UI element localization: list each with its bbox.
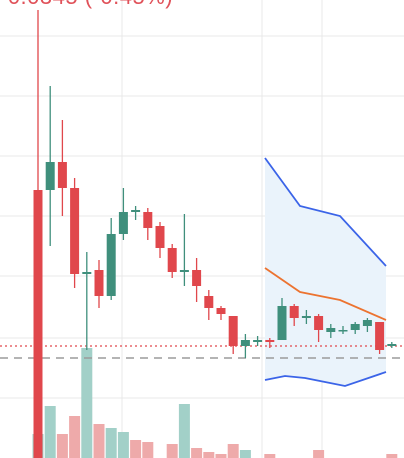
volume-bar — [178, 404, 190, 458]
volume-bar — [386, 454, 398, 458]
candle-body — [45, 162, 55, 190]
volume-bar — [81, 348, 93, 458]
candle-body — [350, 324, 360, 330]
candle-body — [375, 322, 385, 350]
price-lines — [0, 345, 404, 359]
volume-bar — [203, 452, 215, 458]
candle-body — [106, 234, 116, 296]
volume-bar — [227, 444, 239, 458]
volume-bar — [130, 440, 142, 458]
candles — [33, 10, 397, 458]
candle-body — [118, 212, 128, 234]
middle-band-line — [264, 267, 387, 321]
candle-body — [192, 270, 202, 286]
upper-band-line — [264, 157, 387, 267]
candle-body — [94, 270, 104, 296]
candle-body — [204, 296, 214, 308]
candle-body — [289, 306, 299, 318]
candle-body — [387, 344, 397, 346]
bands-overlay — [264, 157, 387, 387]
candle-body — [265, 340, 275, 342]
candle-body — [228, 316, 238, 346]
volume-bar — [93, 424, 105, 458]
volume-bar — [69, 416, 81, 458]
volume-bar — [191, 448, 203, 458]
volume-bar — [56, 434, 68, 458]
candle-body — [33, 190, 43, 458]
candle-body — [57, 162, 67, 188]
volume-bar — [313, 450, 325, 458]
candle-body — [155, 226, 165, 248]
candle-body — [240, 340, 250, 346]
lower-band-line — [264, 371, 387, 387]
candle-body — [338, 330, 348, 332]
candle-body — [277, 306, 287, 340]
volume-bar — [264, 454, 276, 458]
candle-body — [70, 188, 80, 274]
band-fill — [265, 158, 386, 386]
candle-body — [216, 308, 226, 314]
candle-body — [131, 210, 141, 212]
candle-body — [326, 328, 336, 332]
candle-body — [82, 272, 92, 274]
volume-bar — [105, 428, 117, 458]
volume-bar — [44, 406, 56, 458]
price-change-label: -0.0345 (-0.45%) — [0, 0, 173, 10]
volume-bar — [215, 454, 227, 458]
candle-body — [143, 212, 153, 228]
candle-body — [301, 316, 311, 318]
volume-bar — [117, 432, 129, 458]
volume-bar — [166, 444, 178, 458]
candle-body — [167, 248, 177, 272]
volume-bar — [239, 450, 251, 458]
candle-body — [362, 320, 372, 326]
candle-body — [314, 316, 324, 330]
candle-body — [179, 270, 189, 272]
volume-bar — [142, 442, 154, 458]
candle-body — [253, 340, 263, 342]
